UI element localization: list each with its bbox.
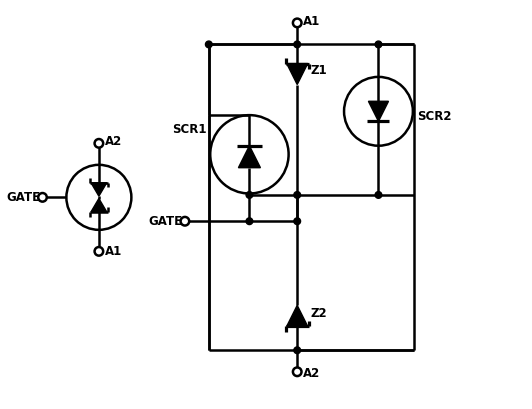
- Circle shape: [205, 41, 212, 48]
- Text: A2: A2: [303, 367, 320, 380]
- Circle shape: [294, 41, 301, 48]
- Circle shape: [375, 41, 382, 48]
- Text: A2: A2: [105, 135, 122, 148]
- Polygon shape: [369, 101, 388, 121]
- Circle shape: [375, 191, 382, 198]
- Text: Z1: Z1: [311, 64, 327, 77]
- Circle shape: [294, 218, 301, 225]
- Text: GATE: GATE: [6, 191, 40, 204]
- Circle shape: [38, 193, 47, 202]
- Circle shape: [294, 347, 301, 354]
- Circle shape: [293, 18, 302, 27]
- Circle shape: [95, 247, 103, 256]
- Circle shape: [246, 191, 253, 198]
- Polygon shape: [91, 198, 107, 212]
- Text: Z2: Z2: [311, 307, 327, 320]
- Polygon shape: [91, 183, 107, 196]
- Circle shape: [95, 139, 103, 148]
- Circle shape: [293, 367, 302, 376]
- Polygon shape: [287, 63, 307, 85]
- Text: SCR1: SCR1: [172, 123, 206, 136]
- Circle shape: [180, 217, 189, 225]
- Circle shape: [294, 191, 301, 198]
- Text: SCR2: SCR2: [417, 110, 451, 123]
- Polygon shape: [287, 306, 307, 326]
- Text: A1: A1: [105, 245, 122, 258]
- Polygon shape: [238, 146, 260, 168]
- Text: GATE: GATE: [148, 215, 182, 228]
- Text: A1: A1: [303, 15, 320, 28]
- Circle shape: [246, 218, 253, 225]
